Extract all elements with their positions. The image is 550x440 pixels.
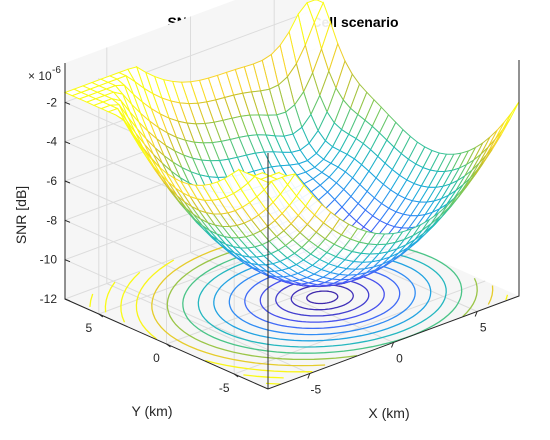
axis-ticks: -12 -10 -8 -6 -4 -2 -5 0 5 -5 0 5 [40,95,487,396]
z-exponent-base: × 10 [28,69,52,83]
z-tick [64,141,71,145]
contour-line [505,294,509,301]
surface-mesh [63,0,520,288]
contour-line [243,374,284,379]
y-tick-label: -5 [219,381,230,395]
z-tick-label: -8 [46,213,57,227]
surface-patch [259,175,279,184]
z-tick-label: -4 [46,135,57,149]
z-exponent-power: -6 [52,65,61,76]
z-tick-label: -2 [46,95,57,109]
contour-line [135,259,175,340]
contour-line [120,271,141,323]
z-tick [64,259,71,263]
contour-line [89,293,94,307]
z-axis-label: SNR [dB] [13,186,29,244]
y-tick-label: 5 [85,321,92,335]
z-tick [64,180,71,184]
z-tick-label: -12 [40,292,58,306]
y-tick [98,313,104,318]
contour-line [306,290,339,305]
x-tick-label: -5 [310,383,321,397]
contour-line [104,281,116,313]
z-tick [64,298,71,302]
y-tick [233,373,239,378]
x-tick [474,311,478,317]
y-tick [166,343,171,348]
z-tick [64,101,71,105]
x-tick [307,373,311,379]
x-tick [391,342,394,348]
contour-line [205,359,313,373]
x-axis-label: X (km) [368,405,409,421]
contour-line [487,285,494,305]
contour-line [462,277,478,318]
z-tick-label: -10 [40,253,58,267]
z-exponent: × 10 -6 [28,65,61,83]
z-tick-label: -6 [46,174,57,188]
y-axis-label: Y (km) [132,403,173,419]
x-grid-line [106,47,311,374]
y-tick-label: 0 [153,351,160,365]
x-tick-label: 0 [396,352,403,366]
x-tick-label: 5 [480,321,487,335]
z-tick [64,219,71,223]
